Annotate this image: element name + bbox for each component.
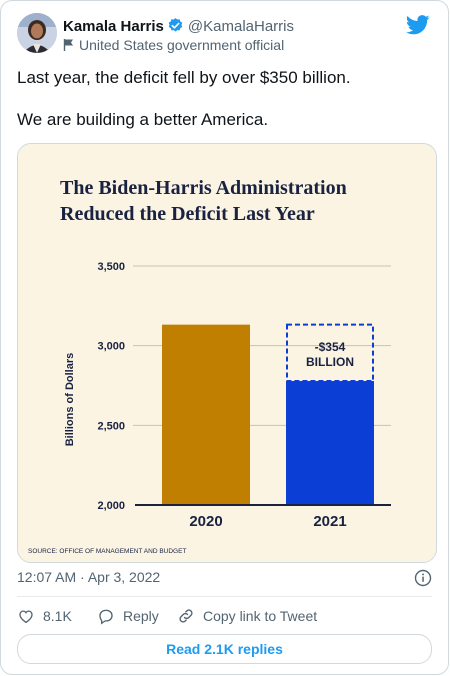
y-tick-labels: 2,000 2,500 3,000 3,500 — [97, 261, 125, 512]
annotation-label: BILLION — [306, 355, 354, 369]
flag-icon — [63, 38, 75, 55]
annotation-label: -$354 — [315, 340, 346, 354]
chart-title: Reduced the Deficit Last Year — [60, 203, 315, 225]
x-tick-label: 2021 — [313, 513, 346, 530]
bar-2021 — [286, 381, 374, 505]
like-count: 8.1K — [43, 608, 72, 624]
deficit-reduction-outline — [286, 323, 374, 383]
bars — [162, 324, 374, 505]
y-tick-label: 3,000 — [97, 341, 125, 353]
like-button[interactable]: 8.1K — [17, 605, 72, 627]
y-tick-label: 2,500 — [97, 420, 125, 432]
read-replies-button[interactable]: Read 2.1K replies — [17, 634, 432, 664]
read-replies-label: Read 2.1K replies — [166, 641, 283, 657]
info-icon[interactable] — [414, 569, 432, 592]
affiliation-row: United States government official — [63, 37, 284, 55]
bar-2020 — [162, 324, 250, 505]
tweet-image[interactable]: The Biden-Harris Administration Reduced … — [17, 143, 437, 563]
reply-label: Reply — [123, 608, 159, 624]
affiliation-label: United States government official — [79, 37, 285, 53]
verified-badge-icon — [167, 17, 184, 38]
twitter-bird-icon[interactable] — [406, 15, 430, 40]
divider — [17, 596, 432, 597]
reply-button[interactable]: Reply — [97, 605, 159, 627]
y-tick-label: 3,500 — [97, 261, 125, 273]
chart-title: The Biden-Harris Administration — [60, 177, 347, 199]
reply-icon — [99, 609, 113, 625]
y-axis-label: Billions of Dollars — [64, 353, 76, 447]
copy-link-button[interactable]: Copy link to Tweet — [177, 605, 317, 627]
avatar[interactable] — [17, 13, 57, 53]
y-tick-label: 2,000 — [97, 500, 125, 512]
x-tick-label: 2020 — [189, 513, 222, 530]
heart-icon — [19, 610, 33, 624]
timestamp[interactable]: 12:07 AM · Apr 3, 2022 — [17, 569, 161, 585]
tweet-text-line: Last year, the deficit fell by over $350… — [17, 68, 351, 87]
link-icon — [179, 609, 193, 623]
tweet-text: Last year, the deficit fell by over $350… — [17, 67, 432, 151]
deficit-chart: The Biden-Harris Administration Reduced … — [18, 144, 436, 562]
copy-link-label: Copy link to Tweet — [203, 608, 318, 624]
tweet-text-line: We are building a better America. — [17, 110, 269, 129]
name-row: Kamala Harris @KamalaHarris — [63, 17, 294, 37]
avatar-photo — [17, 13, 57, 53]
author-name[interactable]: Kamala Harris — [63, 18, 164, 35]
author-handle[interactable]: @KamalaHarris — [187, 18, 294, 35]
source-note: SOURCE: OFFICE OF MANAGEMENT AND BUDGET — [28, 548, 186, 555]
tweet-header: Kamala Harris @KamalaHarris United States… — [17, 13, 432, 57]
x-tick-labels: 2020 2021 — [189, 513, 346, 530]
